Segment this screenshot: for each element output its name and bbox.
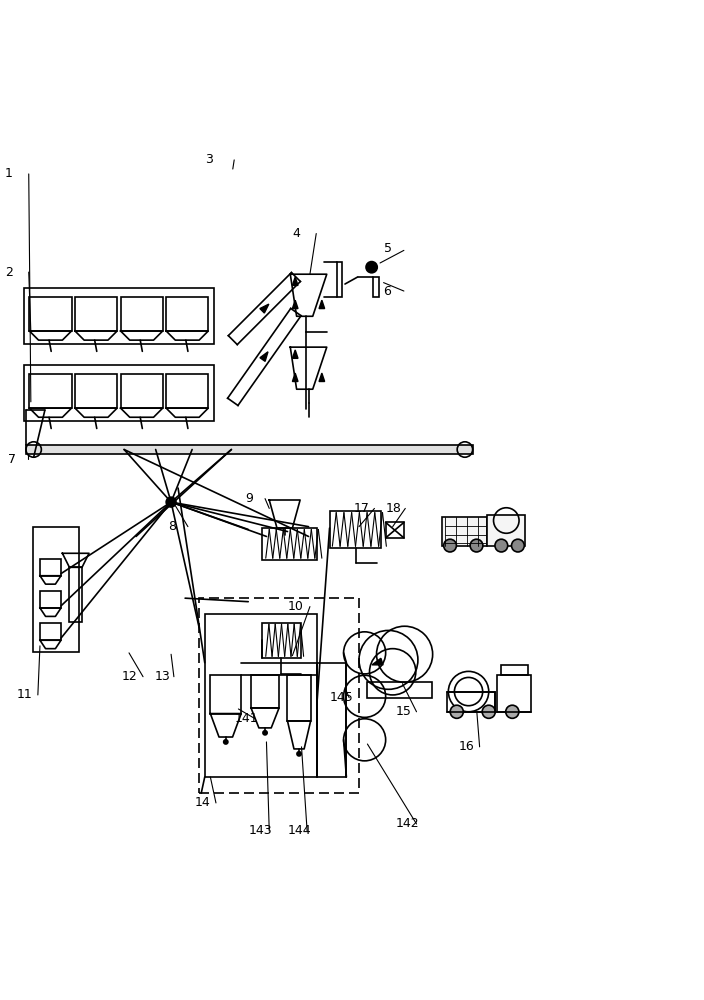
Bar (497, 675, 531, 712)
Text: 17: 17 (353, 502, 370, 515)
Text: 9: 9 (246, 492, 253, 505)
Bar (166, 374, 208, 408)
Bar (501, 665, 528, 675)
Text: 143: 143 (249, 824, 272, 837)
Bar (329, 511, 382, 548)
Bar (26, 445, 472, 454)
Bar (373, 277, 379, 297)
Polygon shape (292, 373, 298, 381)
Bar (441, 517, 487, 546)
Text: 2: 2 (5, 266, 13, 279)
Text: 7: 7 (8, 453, 16, 466)
Circle shape (482, 705, 496, 718)
Bar (487, 515, 524, 546)
Bar (210, 675, 241, 714)
Bar (30, 374, 72, 408)
Text: 18: 18 (386, 502, 401, 515)
Polygon shape (319, 300, 325, 309)
Bar (33, 527, 79, 652)
Text: 12: 12 (122, 670, 138, 683)
Polygon shape (292, 350, 298, 358)
Circle shape (366, 262, 377, 273)
Circle shape (450, 705, 463, 718)
Bar (367, 682, 432, 698)
Circle shape (505, 705, 519, 718)
Circle shape (297, 752, 301, 756)
Polygon shape (260, 304, 269, 313)
Bar (386, 522, 404, 538)
Text: 14: 14 (194, 796, 210, 809)
Text: 3: 3 (205, 153, 213, 166)
Bar (30, 297, 72, 331)
Circle shape (263, 731, 267, 735)
Bar (120, 374, 163, 408)
Bar (24, 365, 214, 421)
Polygon shape (292, 277, 298, 285)
Text: 1: 1 (5, 167, 13, 180)
Bar (70, 567, 82, 622)
Polygon shape (292, 300, 298, 309)
Text: 145: 145 (329, 691, 353, 704)
Text: 6: 6 (384, 285, 391, 298)
Circle shape (512, 539, 524, 552)
Text: 141: 141 (234, 712, 258, 725)
Bar (40, 559, 61, 576)
Circle shape (495, 539, 508, 552)
Bar (251, 675, 279, 708)
Bar (287, 675, 310, 721)
Text: 4: 4 (292, 227, 301, 240)
Text: 10: 10 (287, 600, 303, 613)
Circle shape (224, 740, 228, 744)
Bar (337, 262, 342, 297)
Polygon shape (372, 658, 383, 665)
Bar (446, 692, 496, 712)
Bar (120, 297, 163, 331)
Bar (75, 297, 117, 331)
Text: 13: 13 (154, 670, 170, 683)
Bar (40, 623, 61, 640)
Bar (166, 297, 208, 331)
Bar (263, 623, 301, 658)
Bar (205, 614, 317, 777)
Circle shape (470, 539, 483, 552)
Bar (24, 288, 214, 344)
Bar (317, 663, 346, 777)
Text: 8: 8 (168, 520, 176, 533)
Bar (75, 374, 117, 408)
Text: 16: 16 (458, 740, 474, 753)
Polygon shape (260, 352, 268, 361)
Polygon shape (319, 373, 325, 381)
Bar (263, 528, 317, 560)
Bar (40, 591, 61, 608)
Text: 5: 5 (384, 242, 391, 255)
Text: 142: 142 (396, 817, 419, 830)
Text: 15: 15 (396, 705, 411, 718)
Text: 144: 144 (287, 824, 311, 837)
Circle shape (166, 497, 176, 507)
Text: 11: 11 (17, 688, 32, 701)
Circle shape (444, 539, 456, 552)
Bar (199, 598, 359, 793)
